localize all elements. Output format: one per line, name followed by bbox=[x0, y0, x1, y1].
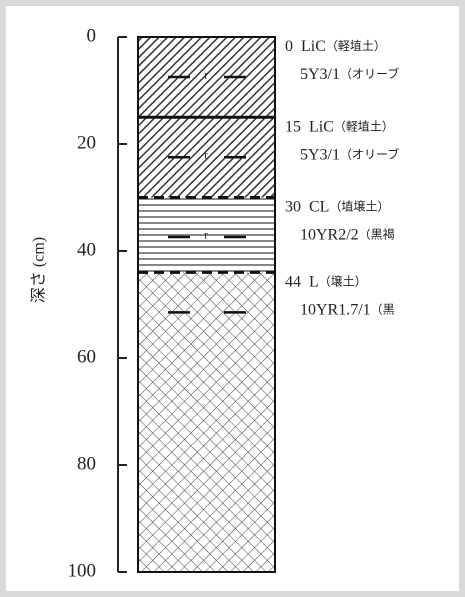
layer-depth: 30 bbox=[285, 198, 301, 215]
texture-name: （軽埴土） bbox=[326, 38, 386, 53]
texture: L bbox=[309, 273, 319, 290]
soil-layer bbox=[138, 37, 275, 118]
layer-depth: 44 bbox=[285, 273, 301, 290]
marker: ʳ bbox=[204, 148, 208, 169]
munsell: 10YR1.7/1 bbox=[300, 301, 371, 318]
layer-label: 0 LiC（軽埴土） bbox=[285, 38, 386, 55]
munsell: 5Y3/1 bbox=[300, 66, 340, 83]
tick-label: 20 bbox=[77, 132, 96, 153]
color-name: （黒褐 bbox=[359, 226, 395, 241]
color-label: 10YR2/2（黒褐 bbox=[300, 226, 395, 243]
texture-name: （壌土） bbox=[319, 274, 367, 288]
layer-label: 44 L（壌土） bbox=[285, 273, 367, 290]
layer-depth: 0 bbox=[285, 38, 293, 55]
tick-label: 80 bbox=[77, 453, 96, 474]
soil-layer bbox=[138, 272, 275, 572]
color-name: （オリーブ bbox=[340, 66, 399, 81]
color-name: （オリーブ bbox=[340, 146, 399, 161]
layer-label: 30 CL（埴壌土） bbox=[285, 198, 389, 215]
texture: LiC bbox=[309, 118, 334, 135]
texture: LiC bbox=[301, 38, 326, 55]
color-label: 5Y3/1（オリーブ bbox=[300, 66, 399, 83]
marker: ʳ bbox=[204, 67, 208, 88]
tick-label: 40 bbox=[77, 239, 96, 260]
marker: ʳ bbox=[204, 227, 208, 248]
texture: CL bbox=[309, 198, 329, 215]
tick-label: 100 bbox=[68, 560, 97, 581]
tick-label: 0 bbox=[87, 25, 97, 46]
soil-layer bbox=[138, 197, 275, 273]
axis-label: 深さ (cm) bbox=[30, 237, 48, 303]
color-label: 10YR1.7/1（黒 bbox=[300, 301, 395, 318]
texture-name: （軽埴土） bbox=[334, 118, 394, 133]
color-label: 5Y3/1（オリーブ bbox=[300, 146, 399, 163]
layer-label: 15 LiC（軽埴土） bbox=[285, 118, 394, 135]
texture-name: （埴壌土） bbox=[329, 198, 389, 213]
soil-layer bbox=[138, 117, 275, 198]
tick-label: 60 bbox=[77, 346, 96, 367]
munsell: 10YR2/2 bbox=[300, 226, 359, 243]
layer-depth: 15 bbox=[285, 118, 301, 135]
munsell: 5Y3/1 bbox=[300, 146, 340, 163]
column-outline bbox=[137, 36, 276, 573]
color-name: （黒 bbox=[371, 302, 395, 316]
